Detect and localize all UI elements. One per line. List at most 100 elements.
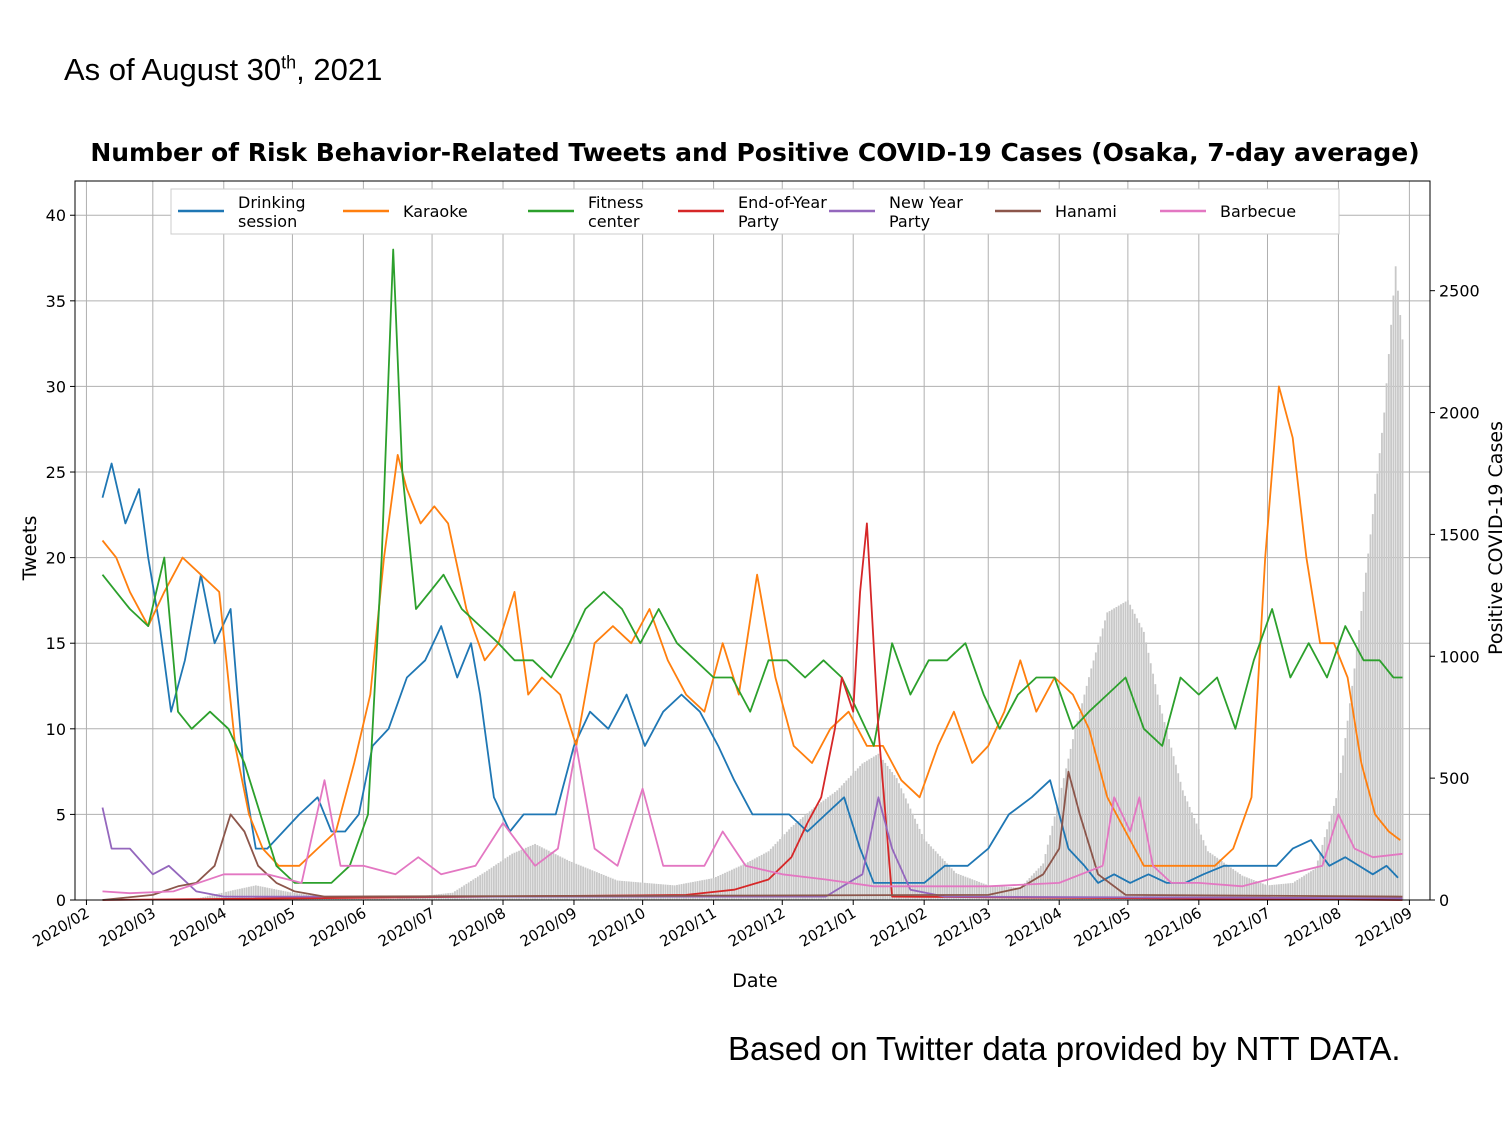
case-bar (270, 888, 273, 900)
case-bar (1275, 884, 1278, 900)
case-bar (367, 898, 369, 900)
case-bar (557, 855, 559, 900)
case-bar (234, 889, 237, 900)
case-bar (525, 847, 527, 900)
case-bar (465, 883, 468, 900)
case-bar (229, 890, 232, 900)
case-bar (511, 853, 514, 900)
case-bar (628, 881, 630, 900)
case-bar (1023, 882, 1026, 900)
case-bar (1161, 713, 1164, 900)
case-bar (1216, 857, 1219, 900)
x-tick-label: 2020/03 (96, 904, 159, 951)
case-bar (920, 833, 923, 900)
case-bar (916, 823, 919, 900)
case-bar (1369, 534, 1372, 900)
case-bar (941, 858, 944, 900)
case-bar (1005, 886, 1008, 900)
case-bar (907, 803, 910, 900)
case-bar (387, 898, 390, 900)
case-bar (399, 898, 401, 900)
case-bar (616, 880, 619, 900)
case-bar (1193, 818, 1196, 900)
case-bar (353, 898, 356, 900)
as-of-year: , 2021 (296, 52, 383, 87)
case-bar (1328, 821, 1331, 900)
y2-tick-label: 2000 (1439, 404, 1480, 423)
case-bar (520, 849, 523, 900)
case-bar (1394, 266, 1397, 901)
case-bar (909, 808, 912, 900)
case-bar (877, 753, 880, 900)
case-bar (1266, 885, 1269, 900)
case-bar (357, 898, 360, 900)
case-bar (753, 858, 756, 900)
x-tick-label: 2021/06 (1142, 904, 1205, 951)
case-bar (1033, 873, 1035, 900)
case-bar (648, 883, 651, 900)
case-bar (630, 881, 633, 900)
case-bar (380, 898, 383, 900)
case-bar (1186, 801, 1189, 900)
case-bar (1232, 869, 1235, 900)
case-bar (1026, 880, 1029, 900)
case-bar (545, 849, 548, 900)
case-bar (1122, 602, 1125, 900)
case-bar (714, 877, 717, 900)
case-bar (696, 881, 699, 900)
case-bar (614, 879, 617, 900)
case-bar (254, 885, 257, 900)
case-bar (474, 878, 477, 900)
case-bar (742, 864, 745, 900)
case-bar (1104, 620, 1106, 900)
case-bar (902, 793, 905, 900)
case-bar (1117, 605, 1120, 900)
case-bar (1209, 852, 1212, 900)
case-bar (236, 889, 239, 900)
case-bar (1097, 644, 1100, 900)
case-bar (1035, 870, 1038, 900)
case-bar (811, 809, 813, 900)
grid (75, 181, 1430, 901)
case-bar (1282, 883, 1285, 900)
case-bar (1397, 290, 1399, 900)
case-bar (1360, 611, 1363, 900)
case-bar (360, 898, 363, 900)
x-tick-label: 2020/07 (375, 904, 438, 951)
case-bar (1289, 883, 1292, 900)
case-bar (760, 854, 763, 900)
y2-tick-label: 0 (1439, 891, 1449, 910)
case-bar (1291, 882, 1294, 900)
y2-tick-label: 500 (1439, 769, 1470, 788)
case-bar (767, 851, 770, 900)
y-tick-label: 0 (56, 891, 66, 910)
case-bar (852, 773, 855, 900)
case-bar (1323, 837, 1326, 900)
case-bar (856, 768, 859, 900)
case-bar (344, 898, 346, 900)
case-bar (1115, 606, 1118, 900)
case-bar (1287, 883, 1289, 900)
case-bar (978, 881, 980, 900)
case-bar (355, 898, 358, 900)
case-bar (1014, 887, 1017, 900)
case-bar (1319, 852, 1322, 900)
case-bar (1268, 885, 1271, 900)
case-bar (673, 885, 676, 900)
case-bar (495, 864, 498, 900)
case-bar (948, 865, 951, 900)
case-bar (243, 887, 246, 900)
series-line (101, 462, 1399, 884)
case-bar (1126, 600, 1129, 900)
case-bar (790, 826, 793, 900)
case-bar (1211, 854, 1214, 900)
case-bar (831, 793, 834, 900)
case-bar (882, 759, 884, 900)
series-line (101, 248, 1403, 884)
case-bar (534, 843, 536, 900)
case-bar (385, 898, 388, 900)
case-bar (1348, 703, 1351, 900)
x-tick-label: 2020/06 (306, 904, 369, 951)
case-bar (1149, 663, 1152, 900)
case-bar (593, 871, 596, 900)
